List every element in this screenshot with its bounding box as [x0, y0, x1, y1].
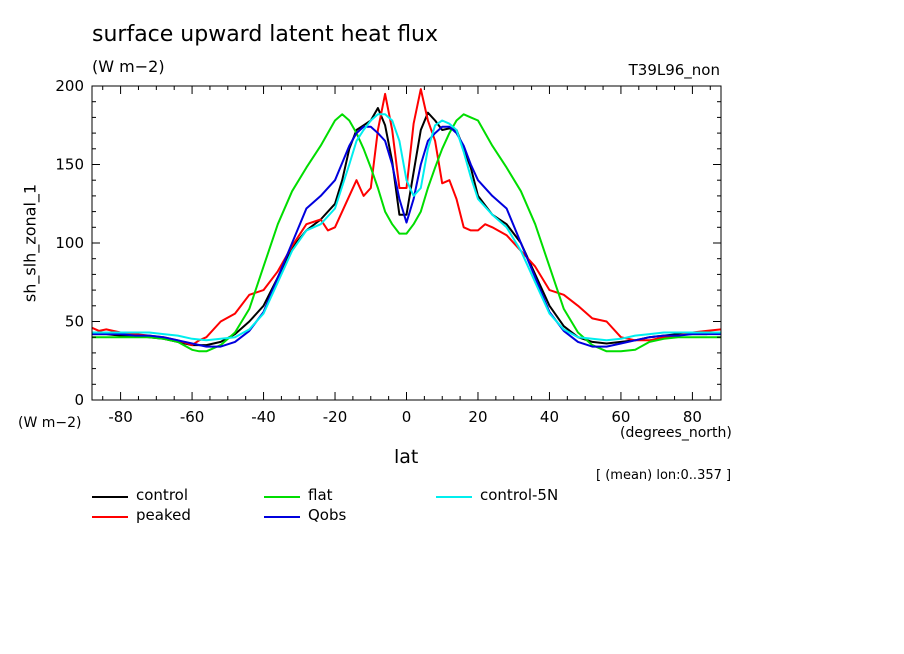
legend-swatch-control-5N [436, 496, 472, 498]
legend-label-control: control [136, 486, 188, 504]
run-name: T39L96_non [628, 61, 720, 79]
legend-label-peaked: peaked [136, 506, 191, 524]
x-tick-label: 80 [683, 408, 702, 426]
plot-title: surface upward latent heat flux [92, 22, 439, 47]
y-axis-units: (W m−2) [18, 415, 82, 431]
y-tick-label: 150 [55, 156, 84, 174]
title-units: (W m−2) [92, 57, 165, 76]
series-line-Qobs [92, 125, 721, 348]
legend-swatch-flat [264, 496, 300, 498]
series-line-peaked [91, 88, 722, 347]
legend-swatch-peaked [92, 516, 128, 518]
y-tick-label: 100 [55, 234, 84, 252]
x-tick-label: 20 [468, 408, 487, 426]
legend-label-flat: flat [308, 486, 333, 504]
series-line-control-5N [92, 113, 721, 342]
series-line-control [92, 107, 722, 347]
averaging-note: [ (mean) lon:0..357 ] [596, 468, 732, 483]
x-tick-label: -80 [108, 408, 133, 426]
x-tick-label: -40 [251, 408, 276, 426]
legend-label-control-5N: control-5N [480, 486, 559, 504]
x-axis-units: (degrees_north) [620, 425, 732, 441]
x-axis-label: lat [394, 446, 419, 468]
y-tick-label: 50 [65, 313, 84, 331]
x-tick-label: -20 [323, 408, 348, 426]
y-tick-label: 0 [74, 391, 84, 409]
x-tick-label: -60 [180, 408, 205, 426]
legend-swatch-control [92, 496, 128, 498]
plot-frame [91, 85, 722, 401]
series-line-flat [92, 113, 721, 353]
x-tick-label: 60 [611, 408, 630, 426]
y-tick-label: 200 [55, 77, 84, 95]
x-tick-label: 40 [540, 408, 559, 426]
legend-label-Qobs: Qobs [308, 506, 347, 524]
legend-swatch-Qobs [264, 516, 300, 518]
x-tick-label: 0 [402, 408, 412, 426]
